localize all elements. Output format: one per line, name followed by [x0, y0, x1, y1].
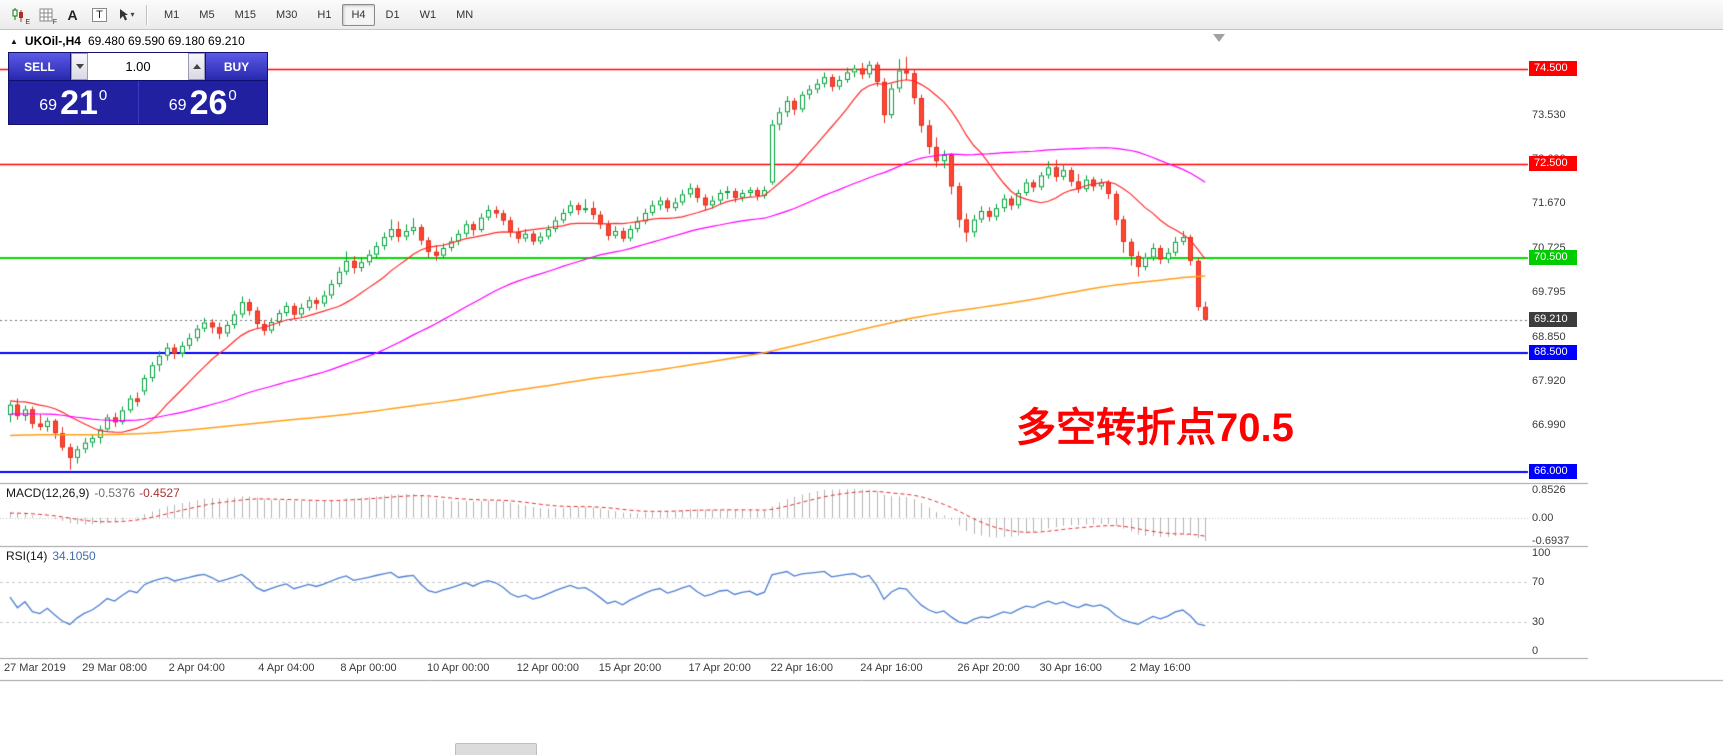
volume-input[interactable] [88, 53, 188, 80]
price-scale-badge: 70.500 [1529, 250, 1577, 266]
trade-controls-row: SELL BUY [9, 53, 267, 80]
one-click-collapse-icon[interactable]: ▲ [10, 36, 18, 46]
rsi-value: 34.1050 [52, 549, 96, 563]
sell-price-head: 69 [39, 96, 58, 114]
text-t-icon[interactable]: T [87, 3, 112, 27]
macd-scale-label: -0.6937 [1532, 535, 1570, 547]
price-scale-badge: 74.500 [1529, 60, 1577, 76]
toolbar-separator [146, 4, 148, 25]
candle-chart-e-icon[interactable]: E [6, 3, 31, 27]
rsi-scale-label: 100 [1532, 547, 1551, 559]
time-axis-label: 30 Apr 16:00 [1039, 662, 1102, 674]
chinese-annotation: 多空转折点70.5 [1016, 406, 1294, 450]
timeframe-m5[interactable]: M5 [199, 8, 215, 21]
sell-price-pips: 21 [60, 83, 98, 122]
volume-increase-button[interactable] [188, 53, 205, 80]
price-scale-label: 71.670 [1532, 196, 1566, 209]
price-scale-badge: 69.210 [1529, 311, 1577, 327]
timeframe-group: M1 M5 M15 M30 H1 H4 D1 W1 MN [154, 3, 483, 26]
timeframe-h4[interactable]: H4 [342, 3, 375, 26]
buy-price-pips: 26 [189, 83, 228, 122]
macd-scale-label: 0.00 [1532, 511, 1554, 524]
price-scale-label: 68.850 [1532, 330, 1566, 343]
price-scale-badge: 68.500 [1529, 345, 1577, 361]
buy-button[interactable]: BUY [205, 53, 267, 80]
timeframe-h1[interactable]: H1 [317, 8, 332, 21]
chart-shift-marker[interactable] [1213, 34, 1225, 42]
price-scale-label: 66.990 [1532, 419, 1566, 432]
rsi-scale-label: 30 [1532, 615, 1545, 628]
rsi-name: RSI(14) [6, 549, 48, 563]
toolbar: E F A T ▾ M1 M5 M15 M30 H1 H4 D1 W1 MN [0, 0, 1723, 30]
sell-button[interactable]: SELL [9, 53, 71, 80]
rsi-label-row: RSI(14) 34.1050 [6, 549, 96, 563]
chart-title-row: ▲ UKOil-,H4 69.480 69.590 69.180 69.210 [10, 34, 245, 48]
time-axis-label: 12 Apr 00:00 [516, 662, 580, 674]
bottom-fragment [455, 743, 537, 755]
timeframe-m15[interactable]: M15 [234, 8, 256, 21]
cursor-dropdown-icon[interactable]: ▾ [114, 3, 139, 27]
symbol-name: UKOil-,H4 [24, 34, 81, 48]
timeframe-m1[interactable]: M1 [164, 8, 180, 21]
time-axis-label: 2 May 16:00 [1130, 662, 1191, 674]
timeframe-w1[interactable]: W1 [419, 8, 437, 21]
volume-decrease-button[interactable] [71, 53, 88, 80]
time-axis-label: 29 Mar 08:00 [82, 662, 147, 674]
grid-f-icon[interactable]: F [33, 3, 58, 27]
macd-scale-label: 0.8526 [1532, 484, 1566, 496]
time-axis-label: 27 Mar 2019 [4, 662, 66, 674]
ohlc-values: 69.480 69.590 69.180 69.210 [87, 34, 245, 48]
triangle-up-icon [192, 64, 201, 69]
macd-name: MACD(12,26,9) [6, 486, 90, 500]
timeframe-d1[interactable]: D1 [385, 8, 400, 21]
label-a-icon[interactable]: A [67, 6, 78, 23]
triangle-down-icon [75, 64, 84, 69]
timeframe-m30[interactable]: M30 [275, 8, 298, 21]
time-axis-label: 8 Apr 00:00 [340, 662, 397, 674]
price-scale-label: 69.795 [1532, 285, 1566, 298]
price-scale-label: 67.920 [1532, 374, 1566, 387]
trade-price-row: 69 21 0 69 26 0 [9, 80, 267, 124]
time-axis-label: 10 Apr 00:00 [426, 662, 490, 674]
buy-price-head: 69 [168, 96, 187, 114]
sell-price-point: 0 [98, 86, 108, 104]
price-scale-badge: 66.000 [1529, 464, 1577, 480]
one-click-trading-panel: SELL BUY 69 21 0 69 26 0 [8, 52, 268, 125]
buy-price-point: 0 [228, 86, 237, 104]
time-axis-label: 17 Apr 20:00 [688, 662, 751, 674]
time-axis-label: 26 Apr 20:00 [957, 662, 1020, 674]
time-axis-label: 15 Apr 20:00 [598, 662, 662, 674]
sell-price-display[interactable]: 69 21 0 [9, 81, 138, 124]
price-scale-badge: 72.500 [1529, 155, 1577, 171]
toolbar-icon-group: E F A T ▾ [5, 3, 140, 27]
time-axis-label: 2 Apr 04:00 [168, 662, 225, 674]
macd-signal-value: -0.4527 [139, 486, 180, 500]
time-axis-label: 22 Apr 16:00 [770, 662, 834, 674]
rsi-scale-label: 70 [1532, 576, 1545, 589]
macd-label-row: MACD(12,26,9) -0.5376 -0.4527 [6, 486, 180, 500]
timeframe-mn[interactable]: MN [456, 8, 474, 21]
buy-price-display[interactable]: 69 26 0 [137, 81, 268, 124]
rsi-scale-label: 0 [1532, 645, 1539, 657]
macd-main-value: -0.5376 [94, 486, 136, 500]
time-axis-label: 4 Apr 04:00 [258, 662, 315, 674]
price-scale-label: 73.530 [1532, 108, 1566, 121]
time-axis-label: 24 Apr 16:00 [860, 662, 923, 674]
